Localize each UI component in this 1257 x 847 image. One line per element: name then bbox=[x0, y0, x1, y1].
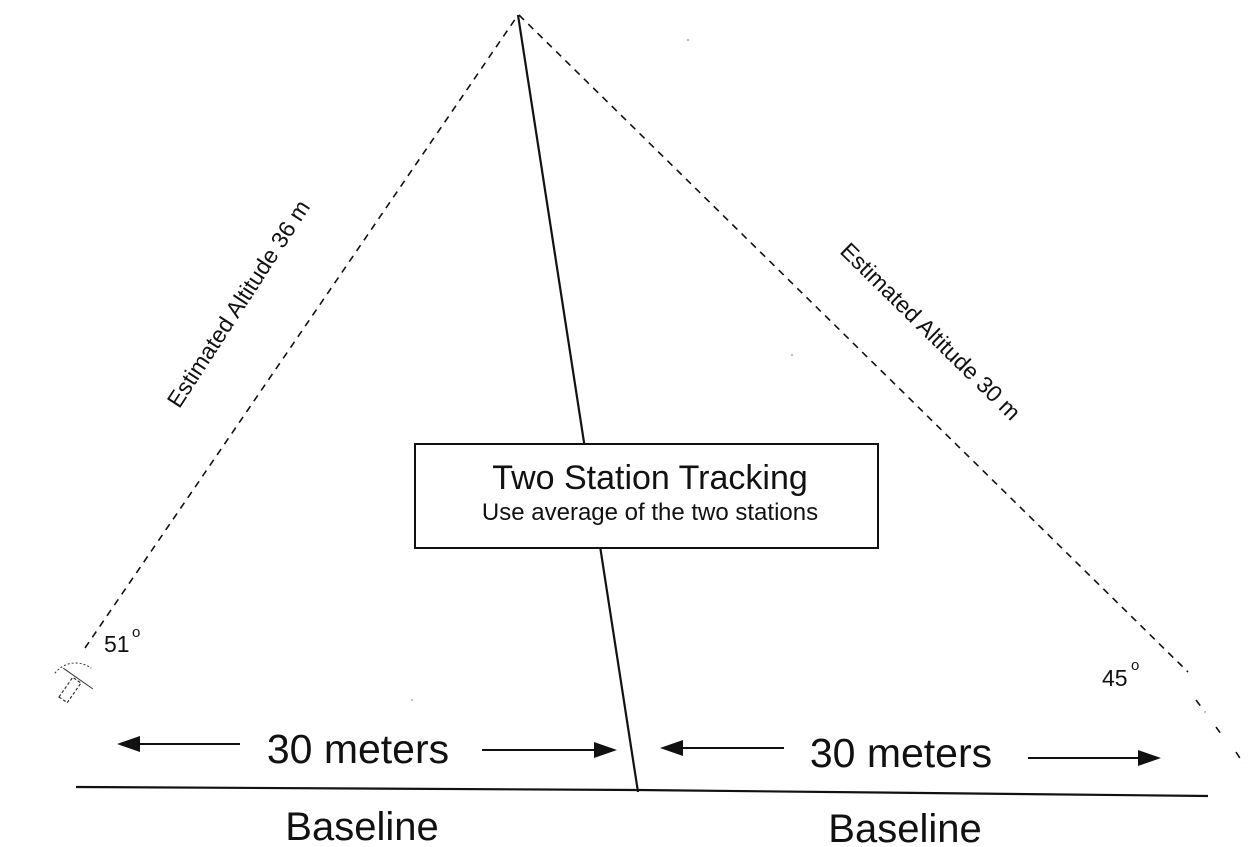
right-angle-value: 45 bbox=[1102, 665, 1128, 691]
left-angle-degree-mark: o bbox=[132, 624, 140, 641]
right-baseline bbox=[637, 788, 1209, 798]
altitude-line bbox=[516, 14, 640, 793]
scan-artifacts bbox=[410, 38, 1207, 714]
right-baseline-label: Baseline bbox=[828, 807, 981, 847]
left-station-marker bbox=[54, 662, 94, 704]
left-distance-label: 30 meters bbox=[267, 726, 449, 772]
right-angle-degree-mark: o bbox=[1131, 657, 1139, 674]
left-sight-line bbox=[84, 14, 519, 649]
left-baseline-label: Baseline bbox=[285, 805, 438, 847]
left-altitude-label: Estimated Altitude 36 m bbox=[162, 195, 315, 412]
left-distance-arrow bbox=[117, 736, 617, 758]
right-sight-line bbox=[518, 14, 1189, 673]
right-distance-label: 30 meters bbox=[810, 730, 992, 776]
info-box-title: Two Station Tracking bbox=[492, 459, 808, 497]
left-baseline bbox=[75, 785, 639, 792]
info-box-subtitle: Use average of the two stations bbox=[482, 499, 818, 526]
right-sight-line-fragments bbox=[1195, 699, 1244, 764]
right-distance-arrow bbox=[660, 740, 1161, 766]
info-box: Two Station Tracking Use average of the … bbox=[414, 443, 879, 549]
right-altitude-label: Estimated Altitude 30 m bbox=[835, 237, 1026, 425]
left-angle-value: 51 bbox=[104, 631, 130, 657]
